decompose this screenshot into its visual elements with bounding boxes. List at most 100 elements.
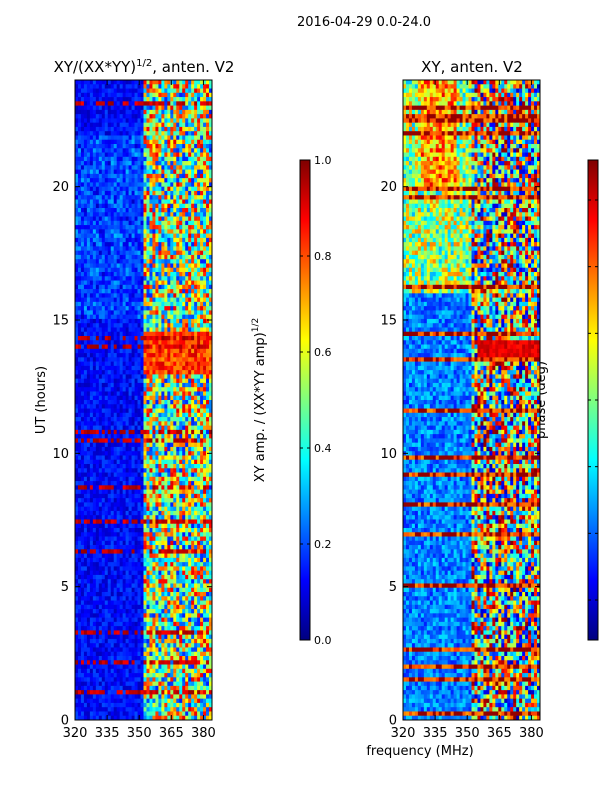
heatmap-cell xyxy=(135,323,138,328)
heatmap-cell xyxy=(120,157,123,162)
heatmap-cell xyxy=(152,174,155,179)
heatmap-cell xyxy=(194,332,197,337)
heatmap-cell xyxy=(194,268,197,273)
heatmap-cell xyxy=(161,502,164,507)
heatmap-cell xyxy=(99,332,102,337)
heatmap-cell xyxy=(176,319,179,324)
heatmap-cell xyxy=(197,336,200,341)
heatmap-cell xyxy=(191,315,194,320)
heatmap-cell xyxy=(173,182,176,187)
heatmap-cell xyxy=(93,362,96,367)
heatmap-cell xyxy=(129,153,132,158)
heatmap-cell xyxy=(78,148,81,153)
heatmap-cell xyxy=(87,285,90,290)
heatmap-cell xyxy=(182,221,185,226)
heatmap-cell xyxy=(111,366,114,371)
heatmap-cell xyxy=(138,421,141,426)
heatmap-cell xyxy=(191,391,194,396)
heatmap-cell xyxy=(93,519,96,524)
heatmap-cell xyxy=(87,144,90,149)
heatmap-cell xyxy=(102,165,105,170)
heatmap-cell xyxy=(102,140,105,145)
heatmap-cell xyxy=(141,434,144,439)
heatmap-cell xyxy=(161,357,164,362)
heatmap-cell xyxy=(173,498,176,503)
heatmap-cell xyxy=(105,251,108,256)
heatmap-cell xyxy=(176,498,179,503)
heatmap-cell xyxy=(194,473,197,478)
heatmap-cell xyxy=(126,93,129,98)
heatmap-cell xyxy=(170,259,173,264)
heatmap-cell xyxy=(191,468,194,473)
heatmap-cell xyxy=(105,532,108,537)
heatmap-cell xyxy=(84,140,87,145)
heatmap-cell xyxy=(114,511,117,516)
heatmap-cell xyxy=(123,404,126,409)
heatmap-cell xyxy=(191,131,194,136)
heatmap-cell xyxy=(146,246,149,251)
heatmap-cell xyxy=(158,225,161,230)
heatmap-cell xyxy=(194,140,197,145)
heatmap-cell xyxy=(105,455,108,460)
heatmap-cell xyxy=(123,430,126,435)
heatmap-cell xyxy=(164,127,167,132)
heatmap-cell xyxy=(191,187,194,192)
heatmap-cell xyxy=(146,409,149,414)
heatmap-cell xyxy=(185,225,188,230)
heatmap-cell xyxy=(176,199,179,204)
heatmap-cell xyxy=(117,473,120,478)
heatmap-cell xyxy=(114,153,117,158)
heatmap-cell xyxy=(144,426,147,431)
heatmap-cell xyxy=(206,114,209,119)
heatmap-cell xyxy=(126,199,129,204)
heatmap-cell xyxy=(114,426,117,431)
heatmap-cell xyxy=(90,481,93,486)
heatmap-cell xyxy=(135,319,138,324)
heatmap-cell xyxy=(120,153,123,158)
heatmap-cell xyxy=(173,340,176,345)
heatmap-cell xyxy=(170,319,173,324)
heatmap-cell xyxy=(144,238,147,243)
heatmap-cell xyxy=(185,383,188,388)
heatmap-cell xyxy=(200,327,203,332)
heatmap-cell xyxy=(108,281,111,286)
heatmap-cell xyxy=(164,246,167,251)
heatmap-cell xyxy=(170,519,173,524)
heatmap-cell xyxy=(164,251,167,256)
heatmap-cell xyxy=(149,127,152,132)
heatmap-cell xyxy=(105,481,108,486)
heatmap-cell xyxy=(155,400,158,405)
heatmap-cell xyxy=(206,515,209,520)
heatmap-cell xyxy=(173,485,176,490)
heatmap-cell xyxy=(206,362,209,367)
heatmap-cell xyxy=(164,293,167,298)
heatmap-cell xyxy=(138,507,141,512)
heatmap-cell xyxy=(182,123,185,128)
heatmap-cell xyxy=(108,131,111,136)
heatmap-cell xyxy=(191,255,194,260)
heatmap-cell xyxy=(135,174,138,179)
heatmap-cell xyxy=(117,178,120,183)
heatmap-cell xyxy=(81,447,84,452)
heatmap-cell xyxy=(152,455,155,460)
heatmap-cell xyxy=(87,170,90,175)
heatmap-cell xyxy=(155,306,158,311)
heatmap-cell xyxy=(161,221,164,226)
heatmap-cell xyxy=(105,212,108,217)
heatmap-cell xyxy=(185,212,188,217)
heatmap-cell xyxy=(105,332,108,337)
heatmap-cell xyxy=(135,178,138,183)
heatmap-cell xyxy=(194,379,197,384)
heatmap-cell xyxy=(170,409,173,414)
heatmap-cell xyxy=(164,187,167,192)
heatmap-cell xyxy=(176,340,179,345)
heatmap-cell xyxy=(176,310,179,315)
heatmap-cell xyxy=(158,255,161,260)
heatmap-cell xyxy=(200,528,203,533)
heatmap-cell xyxy=(188,123,191,128)
heatmap-cell xyxy=(164,84,167,89)
heatmap-cell xyxy=(102,199,105,204)
heatmap-cell xyxy=(141,259,144,264)
heatmap-cell xyxy=(185,144,188,149)
heatmap-cell xyxy=(176,481,179,486)
